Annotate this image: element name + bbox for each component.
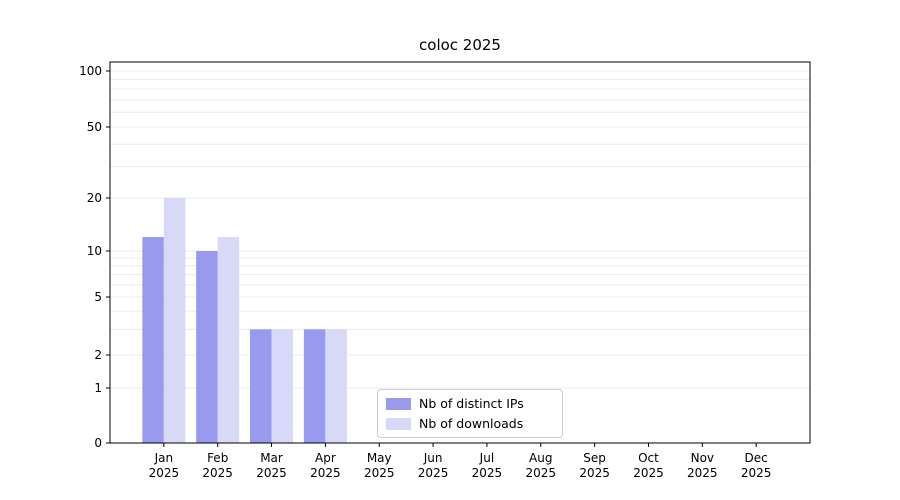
plot-border [109, 61, 811, 444]
y-tick-label: 5 [94, 290, 102, 304]
bar-downloads-apr [325, 329, 347, 443]
x-tick-label-year: 2025 [633, 466, 664, 480]
x-tick-label-month: May [367, 451, 392, 465]
y-tick-label: 2 [94, 348, 102, 362]
y-tick-label: 0 [94, 436, 102, 450]
bar-downloads-feb [217, 237, 240, 443]
bar-distinct-ips-jan [142, 237, 164, 443]
legend-item-downloads: Nb of downloads [386, 416, 554, 431]
x-tick-label-year: 2025 [256, 466, 287, 480]
x-tick-label-month: Aug [529, 451, 552, 465]
bar-downloads-mar [271, 329, 294, 443]
x-tick-label-year: 2025 [149, 466, 180, 480]
y-tick-label: 20 [87, 191, 102, 205]
x-tick-label-month: Sep [583, 451, 606, 465]
x-tick-label-month: Apr [315, 451, 336, 465]
x-tick-label-year: 2025 [364, 466, 395, 480]
bar-distinct-ips-feb [196, 251, 218, 443]
y-tick-label: 1 [94, 381, 102, 395]
x-tick-label-year: 2025 [418, 466, 449, 480]
x-tick-label-month: Mar [260, 451, 283, 465]
bar-distinct-ips-apr [303, 329, 326, 443]
y-tick-label: 10 [87, 244, 102, 258]
x-tick-label-month: Jan [154, 451, 174, 465]
x-tick-label-year: 2025 [310, 466, 341, 480]
x-tick-label-month: Jun [423, 451, 443, 465]
x-tick-label-month: Dec [745, 451, 768, 465]
x-tick-label-month: Nov [691, 451, 714, 465]
x-tick-label-year: 2025 [741, 466, 772, 480]
y-tick-label: 50 [87, 120, 102, 134]
x-tick-label-year: 2025 [472, 466, 503, 480]
legend-swatch-distinct-ips [386, 397, 411, 410]
legend-item-distinct-ips: Nb of distinct IPs [386, 396, 554, 411]
x-tick-label-year: 2025 [525, 466, 556, 480]
x-tick-label-year: 2025 [202, 466, 233, 480]
chart-title: coloc 2025 [419, 36, 501, 54]
x-tick-label-month: Jul [479, 451, 494, 465]
legend: Nb of distinct IPs Nb of downloads [377, 389, 563, 438]
x-tick-label-year: 2025 [687, 466, 718, 480]
legend-label-distinct-ips: Nb of distinct IPs [419, 396, 524, 411]
legend-label-downloads: Nb of downloads [419, 416, 524, 431]
x-tick-label-month: Oct [638, 451, 659, 465]
bar-downloads-jan [163, 198, 186, 443]
x-tick-label-month: Feb [207, 451, 228, 465]
bar-distinct-ips-mar [250, 329, 272, 443]
x-tick-label-year: 2025 [579, 466, 610, 480]
legend-swatch-downloads [386, 417, 411, 430]
y-tick-label: 100 [79, 64, 102, 78]
